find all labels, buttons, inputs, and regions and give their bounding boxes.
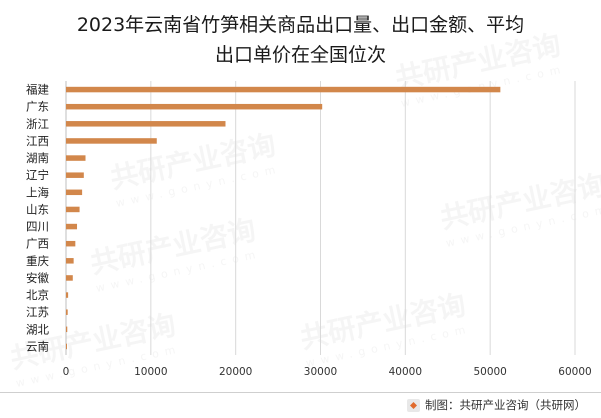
bar-上海 xyxy=(66,189,83,196)
bar-江西 xyxy=(66,138,157,144)
x-tick-label: 10000 xyxy=(134,366,167,378)
x-tick-label: 60000 xyxy=(558,366,591,378)
source-text: 制图：共研产业咨询（共研网） xyxy=(425,398,586,412)
x-tick-label: 50000 xyxy=(473,366,506,378)
brand-logo-icon xyxy=(407,398,420,412)
bar-北京 xyxy=(66,292,69,298)
category-label: 四川 xyxy=(26,220,49,234)
chart-title-line-2: 出口单价在全国位次 xyxy=(214,44,386,66)
category-label: 广东 xyxy=(26,100,49,114)
bar-广西 xyxy=(66,240,76,247)
category-label: 浙江 xyxy=(26,117,49,131)
bar-福建 xyxy=(66,86,501,93)
category-label: 重庆 xyxy=(26,254,49,268)
chart-title: 2023年云南省竹笋相关商品出口量、出口金额、平均 出口单价在全国位次 xyxy=(0,10,601,70)
chart-title-line-1: 2023年云南省竹笋相关商品出口量、出口金额、平均 xyxy=(76,14,525,36)
bar-重庆 xyxy=(66,258,74,264)
bar-湖北 xyxy=(66,326,68,333)
category-label: 湖南 xyxy=(26,151,49,165)
source-credit: 制图：共研产业咨询（共研网） xyxy=(407,397,586,413)
x-tick-label: 30000 xyxy=(304,366,337,378)
category-label: 辽宁 xyxy=(26,168,49,182)
category-label: 北京 xyxy=(26,288,49,302)
footer: 制图：共研产业咨询（共研网） xyxy=(0,392,601,418)
category-label: 江西 xyxy=(26,134,49,148)
category-label: 福建 xyxy=(26,83,49,97)
x-tick-label: 0 xyxy=(63,366,70,378)
x-tick-label: 20000 xyxy=(219,366,252,378)
category-label: 上海 xyxy=(26,185,49,199)
category-label: 山东 xyxy=(26,202,49,216)
bar-山东 xyxy=(66,206,80,213)
category-label: 湖北 xyxy=(26,322,49,336)
x-tick-label: 40000 xyxy=(389,366,422,378)
bar-广东 xyxy=(66,103,323,110)
bar-辽宁 xyxy=(66,172,84,178)
category-label: 云南 xyxy=(26,339,49,353)
bar-湖南 xyxy=(66,155,86,161)
category-label: 江苏 xyxy=(26,305,49,319)
bar-四川 xyxy=(66,223,78,230)
bar-浙江 xyxy=(66,121,226,127)
bar-江苏 xyxy=(66,309,68,315)
bar-云南 xyxy=(66,343,67,350)
category-label: 广西 xyxy=(26,237,49,251)
category-label: 安徽 xyxy=(26,271,49,285)
bar-安徽 xyxy=(66,275,73,281)
